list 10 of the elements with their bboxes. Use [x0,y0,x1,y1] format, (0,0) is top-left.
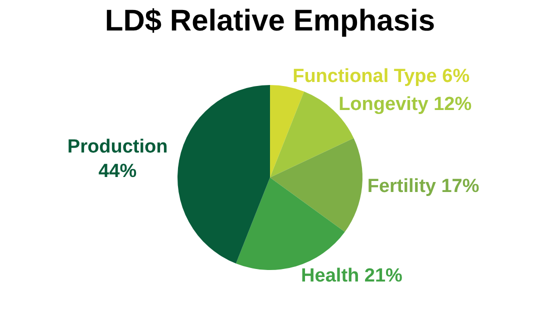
pie-slice [270,138,362,232]
slice-label: Longevity 12% [338,94,472,115]
pie-slice [178,85,270,264]
slice-label: Fertility 17% [367,176,480,197]
pie-slice [270,85,304,178]
chart-title: LD$ Relative Emphasis [104,4,436,38]
slice-label: Functional Type 6% [292,66,470,88]
slice-label: Production [67,136,168,158]
data-label: 44% [98,161,137,182]
slice-label: Health 21% [301,266,403,287]
